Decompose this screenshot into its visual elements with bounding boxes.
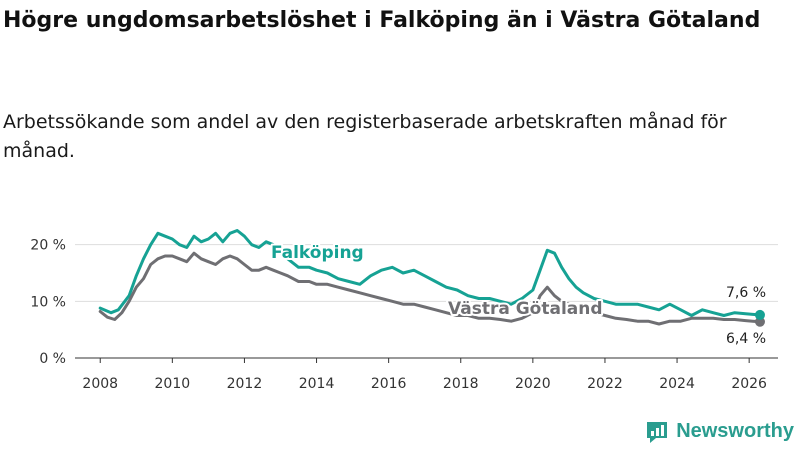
x-tick-label-2010: 2010 [155,376,191,392]
falkoping-line [98,229,762,317]
brand-name: Newsworthy [676,419,794,442]
chart-subtitle: Arbetssökande som andel av den registerb… [3,111,727,162]
x-tick-label-2016: 2016 [371,376,407,392]
x-tick-label-2018: 2018 [443,376,479,392]
chart-title: Högre ungdomsarbetslöshet i Falköping än… [3,8,761,33]
series [98,229,765,327]
x-tick-label-2020: 2020 [515,376,551,392]
labels: Falköping Västra Götaland 7,6 % 6,4 % [269,241,766,347]
vastra-gotaland-line [98,251,762,326]
y-tick-label-10: 10 % [30,294,66,310]
falkoping-end-marker [754,309,765,320]
gridlines [75,244,778,302]
y-tick-label-0: 0 % [39,351,66,367]
vastra-gotaland-series-label: Västra Götaland [448,299,603,319]
y-tick-label-20: 20 % [30,238,66,254]
x-tick-label-2024: 2024 [659,376,695,392]
x-tick-label-2022: 2022 [587,376,623,392]
brand-logo: Newsworthy [644,418,794,444]
axes: 0 % 10 % 20 % 2008 2010 2012 2014 2016 2018 2020 2… [30,238,778,392]
x-tick-label-2014: 2014 [299,376,335,392]
newsworthy-logo-icon [647,422,668,443]
x-tick-label-2012: 2012 [227,376,263,392]
falkoping-series-label: Falköping [271,243,364,263]
vastra-gotaland-end-value: 6,4 % [726,331,766,347]
falkoping-end-value: 7,6 % [726,285,766,301]
x-tick-label-2026: 2026 [731,376,767,392]
x-tick-label-2008: 2008 [82,376,118,392]
